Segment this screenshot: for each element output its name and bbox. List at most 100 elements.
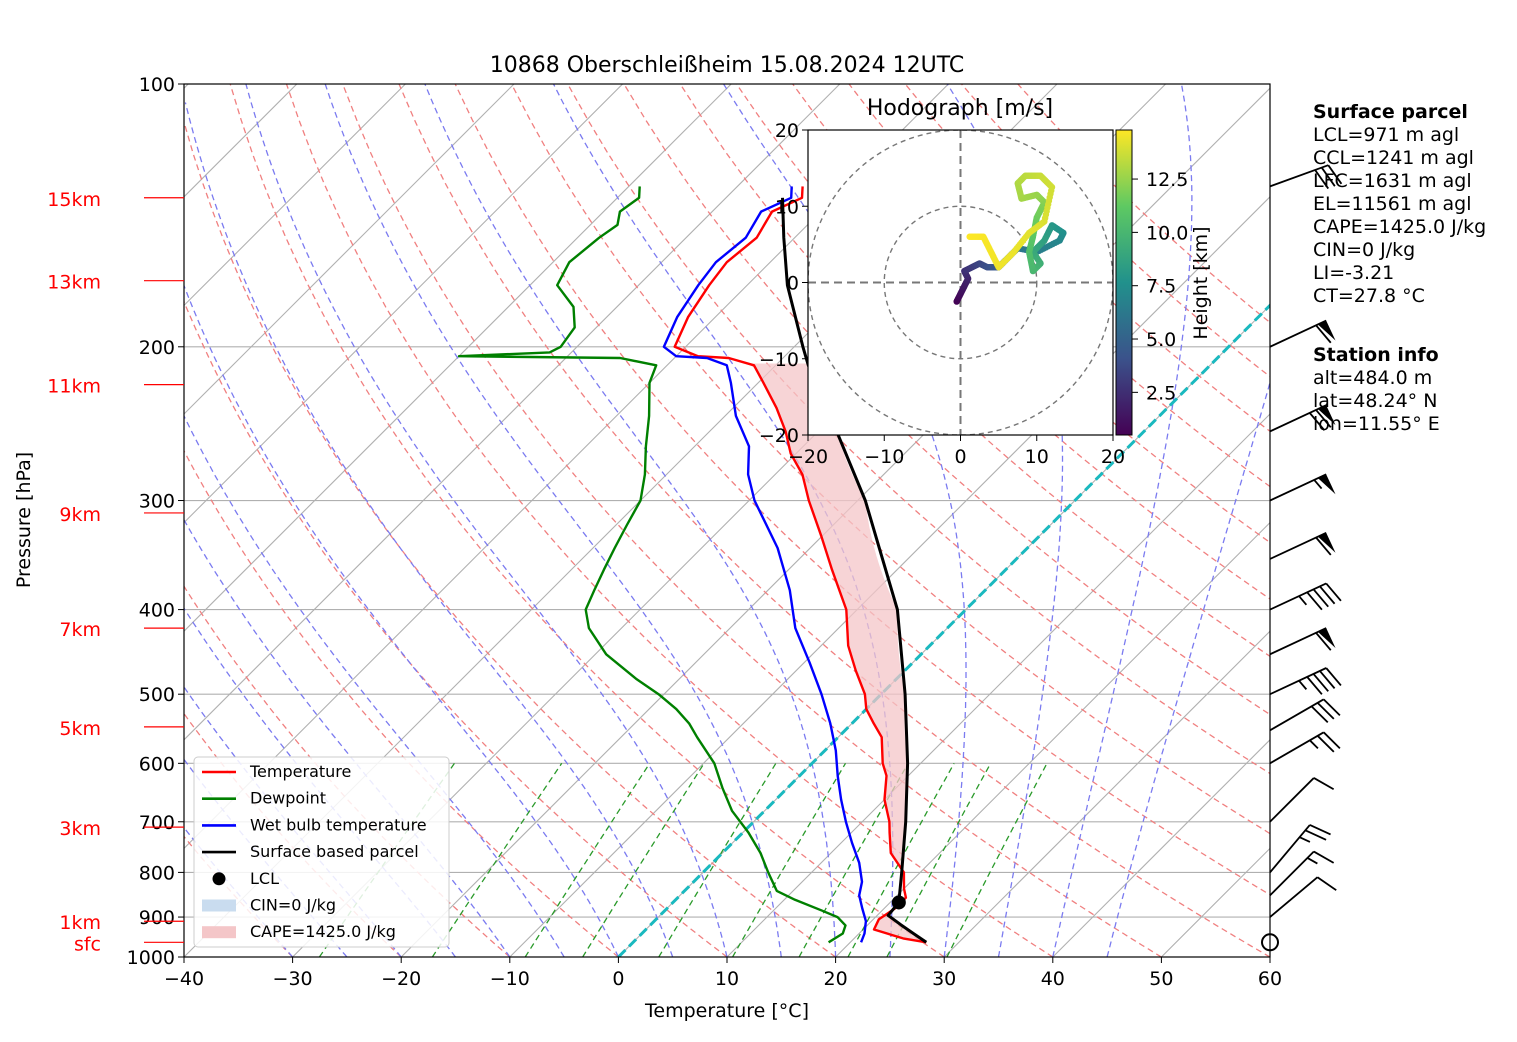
hodograph-x-tick-label: 0 (954, 446, 966, 468)
moist-adiabat-line (184, 283, 619, 957)
parcel-ccl: CCL=1241 m agl (1313, 147, 1474, 169)
barb-pennant (1317, 474, 1336, 495)
chart-title: 10868 Oberschleißheim 15.08.2024 12UTC (490, 53, 965, 78)
barb-staff (1269, 824, 1311, 873)
height-label: 3km (59, 818, 101, 840)
mixing-ratio-line (524, 762, 651, 957)
calm-circle (1261, 933, 1279, 952)
hodograph-y-tick-label: 10 (775, 196, 799, 218)
barb-staff (1269, 667, 1327, 696)
wind-barb (1269, 876, 1337, 918)
y-tick-label: 1000 (127, 947, 175, 969)
legend-label: Dewpoint (250, 789, 326, 808)
legend-label: Temperature (249, 762, 351, 781)
barb-flag (1312, 588, 1329, 608)
wind-barb (1269, 824, 1331, 873)
barb-flag (1316, 735, 1335, 753)
station-info-panel: Station info alt=484.0 m lat=48.24° N lo… (1313, 344, 1440, 436)
hodograph-y-tick-label: −10 (759, 349, 799, 371)
height-label: 13km (47, 272, 101, 294)
barb-half-flag (1307, 857, 1318, 865)
mixing-ratio-line (582, 762, 705, 957)
barb-flag (1304, 829, 1327, 841)
legend-swatch (202, 899, 236, 912)
barb-staff (1269, 473, 1327, 502)
barb-flag (1309, 412, 1326, 431)
parcel-profile (781, 197, 928, 944)
parcel-lfc: LFC=1631 m agl (1313, 170, 1472, 192)
x-tick-label: 10 (715, 968, 739, 990)
wind-barb (1269, 850, 1335, 897)
hodograph-y-tick-label: −20 (759, 425, 799, 447)
wetbulb-profile (662, 186, 868, 943)
wind-barb (1269, 582, 1342, 611)
x-tick-label: 30 (932, 968, 956, 990)
isotherm-line (184, 84, 841, 741)
moist-adiabat-line (324, 84, 782, 957)
moist-adiabat-line (552, 84, 894, 957)
mixing-ratio-line (732, 762, 847, 957)
x-tick-label: 50 (1149, 968, 1173, 990)
hodograph-x-tick-label: 20 (1101, 446, 1125, 468)
barb-flag (1325, 582, 1342, 602)
surface-parcel-panel: Surface parcel LCL=971 m agl CCL=1241 m … (1313, 101, 1486, 308)
y-tick-label: 500 (139, 684, 175, 706)
barb-staff (1269, 627, 1327, 656)
parcel-cin: CIN=0 J/kg (1313, 239, 1416, 261)
barb-half-flag (1309, 739, 1319, 749)
height-label: 11km (47, 376, 101, 398)
wind-barb (1269, 731, 1341, 765)
height-label: 1km (59, 912, 101, 934)
x-tick-label: −20 (381, 968, 421, 990)
isotherm-line (184, 84, 515, 415)
temperature-profile (673, 186, 927, 944)
dry-adiabat-line (184, 299, 728, 957)
mixing-ratio-line (946, 762, 1048, 957)
barb-flag (1323, 731, 1341, 750)
isotherm-line (1052, 739, 1270, 957)
colorbar-tick-label: 7.5 (1146, 276, 1176, 298)
barb-staff (1269, 777, 1315, 823)
height-label: 7km (59, 619, 101, 641)
hodograph-inset: Hodograph [m/s] −20 −10 0 10 20 −20 −10 0 10 20 2… (759, 96, 1212, 468)
hodograph-title: Hodograph [m/s] (867, 96, 1053, 121)
y-tick-label: 900 (139, 907, 175, 929)
wind-barb (1269, 627, 1336, 656)
moist-adiabat-line (424, 84, 837, 957)
dry-adiabat-line (848, 84, 1270, 488)
wind-barb (1269, 531, 1336, 560)
zero-isotherm-line (617, 303, 1270, 957)
hodograph-x-tick-label: −10 (864, 446, 904, 468)
mixing-ratio-line (431, 762, 563, 957)
x-tick-label: −30 (273, 968, 313, 990)
colorbar-tick-label: 10.0 (1146, 222, 1188, 244)
hodograph-y-tick-label: 0 (787, 273, 799, 295)
height-label: 5km (59, 718, 101, 740)
dry-adiabat-line (285, 84, 1054, 957)
legend-label: CIN=0 J/kg (250, 896, 336, 915)
x-tick-label: 20 (824, 968, 848, 990)
barb-flag (1310, 705, 1329, 724)
colorbar-label: Height [km] (1190, 226, 1212, 339)
y-tick-label: 800 (139, 862, 175, 884)
hodograph-x-tick-label: −20 (788, 446, 828, 468)
dry-adiabat-line (342, 84, 1162, 957)
station-info-heading: Station info (1313, 344, 1439, 366)
barb-flag (1306, 591, 1323, 611)
barb-flag (1315, 536, 1332, 556)
isotherm-line (184, 84, 406, 307)
moist-adiabat-line (184, 102, 674, 957)
parcel-el: EL=11561 m agl (1313, 193, 1472, 215)
isotherm-line (184, 84, 732, 632)
dry-adiabat-line (184, 449, 619, 957)
x-axis-label: Temperature [°C] (644, 1000, 809, 1022)
barb-flag (1319, 585, 1336, 605)
main-axes: −40 −30 −20 −10 0 10 20 30 40 50 60100200300400500… (127, 74, 1282, 990)
barb-pennant (1317, 628, 1336, 648)
isotherm-line (726, 413, 1270, 957)
station-lat: lat=48.24° N (1313, 390, 1438, 412)
barb-flag (1314, 169, 1330, 190)
barb-flag (1325, 667, 1342, 686)
legend-swatch (212, 872, 226, 886)
isotherm-line (509, 196, 1270, 957)
